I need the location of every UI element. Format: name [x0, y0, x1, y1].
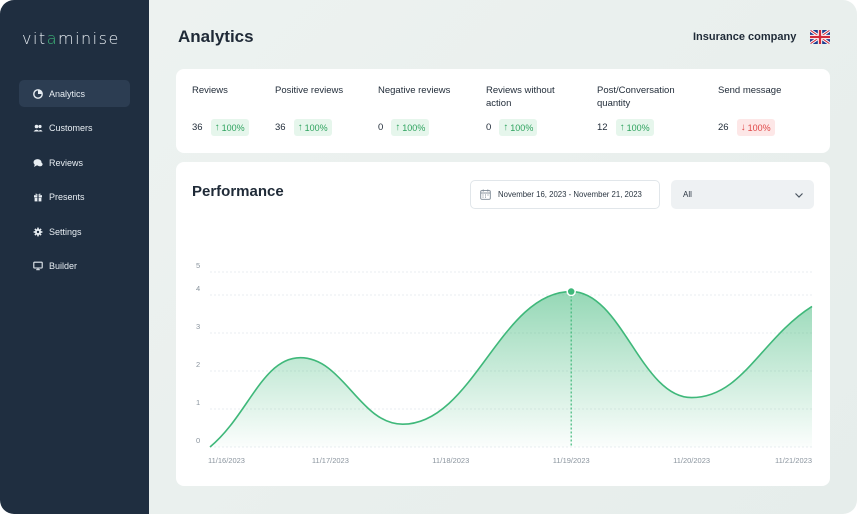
monitor-icon — [32, 261, 43, 272]
stat-label: Reviews without action — [486, 85, 555, 109]
arrow-up-icon: ↑ — [619, 122, 625, 133]
sidebar-item-reviews[interactable]: Reviews — [19, 149, 130, 176]
stat-label: Positive reviews — [275, 85, 344, 96]
sidebar-item-label: Builder — [49, 261, 78, 271]
stat-positive-reviews: Positive reviews 36 ↑ 100% — [275, 84, 344, 136]
company-name: Insurance company — [693, 31, 797, 43]
sidebar-item-builder[interactable]: Builder — [19, 253, 130, 280]
y-tick-label: 5 — [196, 261, 200, 270]
logo: vitaminise — [22, 29, 120, 48]
sidebar-item-label: Settings — [49, 226, 82, 237]
analytics-icon — [32, 88, 43, 99]
stat-label: Send message — [718, 85, 782, 96]
y-tick-label: 1 — [196, 398, 200, 407]
series-area — [210, 291, 812, 447]
performance-chart: 0 1 2 3 4 5 11/16/2023 11/17/2023 11/18/2023 11/1… — [196, 261, 813, 465]
gift-icon — [32, 192, 43, 203]
stat-send-message: Send message 26 ↓ 100% — [718, 84, 782, 136]
stat-reviews: Reviews 36 ↑ 100% — [192, 84, 249, 136]
stat-value: 0 — [378, 122, 384, 133]
x-tick-label: 11/18/2023 — [432, 456, 469, 465]
stat-label: Post/Conversation quantity — [597, 85, 675, 109]
arrow-down-icon: ↓ — [740, 122, 746, 133]
calendar-icon — [480, 189, 491, 200]
x-tick-label: 11/21/2023 — [775, 456, 812, 465]
trend-badge: ↑ 100% — [293, 119, 332, 136]
x-tick-label: 11/16/2023 — [208, 456, 245, 465]
reviews-icon — [32, 157, 43, 168]
stat-negative-reviews: Negative reviews 0 ↑ 100% — [378, 84, 451, 136]
performance-card: Performance November 16, 2023 - November… — [176, 162, 830, 486]
customers-icon — [32, 123, 43, 134]
sidebar-item-presents[interactable]: Presents — [19, 184, 130, 211]
trend-badge: ↑ 100% — [210, 119, 249, 136]
arrow-up-icon: ↑ — [297, 122, 303, 133]
trend-badge: ↓ 100% — [736, 119, 775, 136]
sidebar-item-label: Customers — [49, 123, 93, 133]
arrow-up-icon: ↑ — [503, 122, 509, 133]
gear-icon — [32, 226, 43, 237]
stat-label: Reviews — [192, 85, 228, 96]
date-range-text: November 16, 2023 - November 21, 2023 — [498, 190, 642, 199]
stat-value: 36 — [192, 122, 203, 133]
filter-select-value: All — [683, 190, 692, 199]
sidebar: vitaminise Analytics Customers Reviews — [0, 0, 149, 514]
sidebar-item-analytics[interactable]: Analytics — [19, 80, 130, 107]
y-tick-label: 0 — [196, 436, 200, 445]
filter-select[interactable]: All — [671, 180, 814, 209]
sidebar-item-settings[interactable]: Settings — [19, 218, 130, 245]
date-range-picker[interactable]: November 16, 2023 - November 21, 2023 — [470, 180, 660, 209]
arrow-up-icon: ↑ — [395, 122, 401, 133]
sidebar-nav: Analytics Customers Reviews Presents — [19, 80, 130, 287]
stat-value: 36 — [275, 122, 286, 133]
page-title: Analytics — [178, 27, 254, 46]
performance-title: Performance — [192, 183, 284, 200]
uk-flag-icon[interactable] — [810, 30, 830, 44]
y-tick-label: 3 — [196, 322, 200, 331]
stat-value: 0 — [486, 122, 492, 133]
stat-post-conversation-quantity: Post/Conversation quantity 12 ↑ 100% — [597, 84, 692, 136]
trend-badge: ↑ 100% — [499, 119, 538, 136]
y-tick-label: 2 — [196, 360, 200, 369]
sidebar-item-label: Presents — [49, 192, 85, 202]
series-line — [209, 290, 813, 448]
sidebar-item-label: Analytics — [49, 88, 86, 99]
y-tick-label: 4 — [196, 284, 200, 293]
stats-card: Reviews 36 ↑ 100% Positive reviews 36 ↑ 10… — [176, 69, 830, 153]
stat-value: 26 — [718, 122, 729, 133]
stat-reviews-without-action: Reviews without action 0 ↑ 100% — [486, 84, 576, 136]
stat-value: 12 — [597, 122, 608, 133]
highlight-point — [566, 286, 576, 297]
trend-badge: ↑ 100% — [615, 119, 654, 136]
arrow-up-icon: ↑ — [214, 122, 220, 133]
sidebar-item-customers[interactable]: Customers — [19, 115, 130, 142]
x-tick-label: 11/20/2023 — [673, 456, 710, 465]
trend-badge: ↑ 100% — [391, 119, 430, 136]
stat-label: Negative reviews — [378, 85, 451, 96]
sidebar-item-label: Reviews — [49, 157, 84, 168]
x-tick-label: 11/19/2023 — [553, 456, 590, 465]
x-tick-label: 11/17/2023 — [312, 456, 349, 465]
chevron-down-icon — [795, 192, 803, 198]
